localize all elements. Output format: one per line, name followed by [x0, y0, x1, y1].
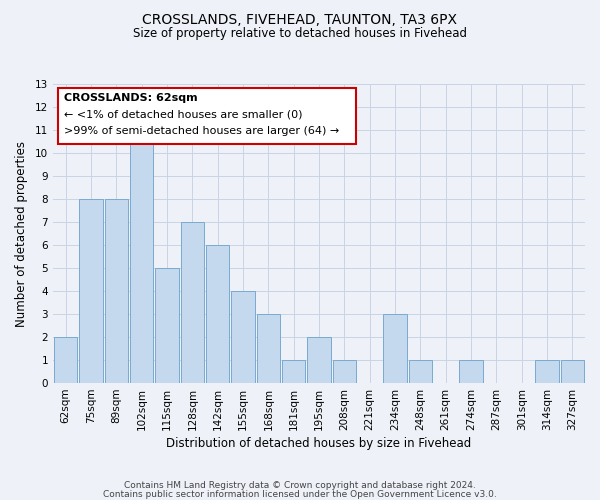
- Bar: [105, 199, 128, 383]
- FancyBboxPatch shape: [58, 88, 356, 144]
- Bar: [460, 360, 482, 383]
- Bar: [232, 291, 254, 383]
- Text: Contains public sector information licensed under the Open Government Licence v3: Contains public sector information licen…: [103, 490, 497, 499]
- Text: Size of property relative to detached houses in Fivehead: Size of property relative to detached ho…: [133, 28, 467, 40]
- Bar: [560, 360, 584, 383]
- Text: ← <1% of detached houses are smaller (0): ← <1% of detached houses are smaller (0): [64, 110, 302, 120]
- Bar: [155, 268, 179, 383]
- Bar: [79, 199, 103, 383]
- Bar: [409, 360, 432, 383]
- Bar: [333, 360, 356, 383]
- Bar: [282, 360, 305, 383]
- Text: CROSSLANDS, FIVEHEAD, TAUNTON, TA3 6PX: CROSSLANDS, FIVEHEAD, TAUNTON, TA3 6PX: [143, 12, 458, 26]
- Bar: [307, 337, 331, 383]
- X-axis label: Distribution of detached houses by size in Fivehead: Distribution of detached houses by size …: [166, 437, 472, 450]
- Text: CROSSLANDS: 62sqm: CROSSLANDS: 62sqm: [64, 93, 197, 103]
- Bar: [54, 337, 77, 383]
- Bar: [130, 130, 154, 383]
- Bar: [257, 314, 280, 383]
- Text: Contains HM Land Registry data © Crown copyright and database right 2024.: Contains HM Land Registry data © Crown c…: [124, 481, 476, 490]
- Bar: [181, 222, 204, 383]
- Bar: [535, 360, 559, 383]
- Bar: [383, 314, 407, 383]
- Text: >99% of semi-detached houses are larger (64) →: >99% of semi-detached houses are larger …: [64, 126, 339, 136]
- Y-axis label: Number of detached properties: Number of detached properties: [15, 140, 28, 326]
- Bar: [206, 245, 229, 383]
